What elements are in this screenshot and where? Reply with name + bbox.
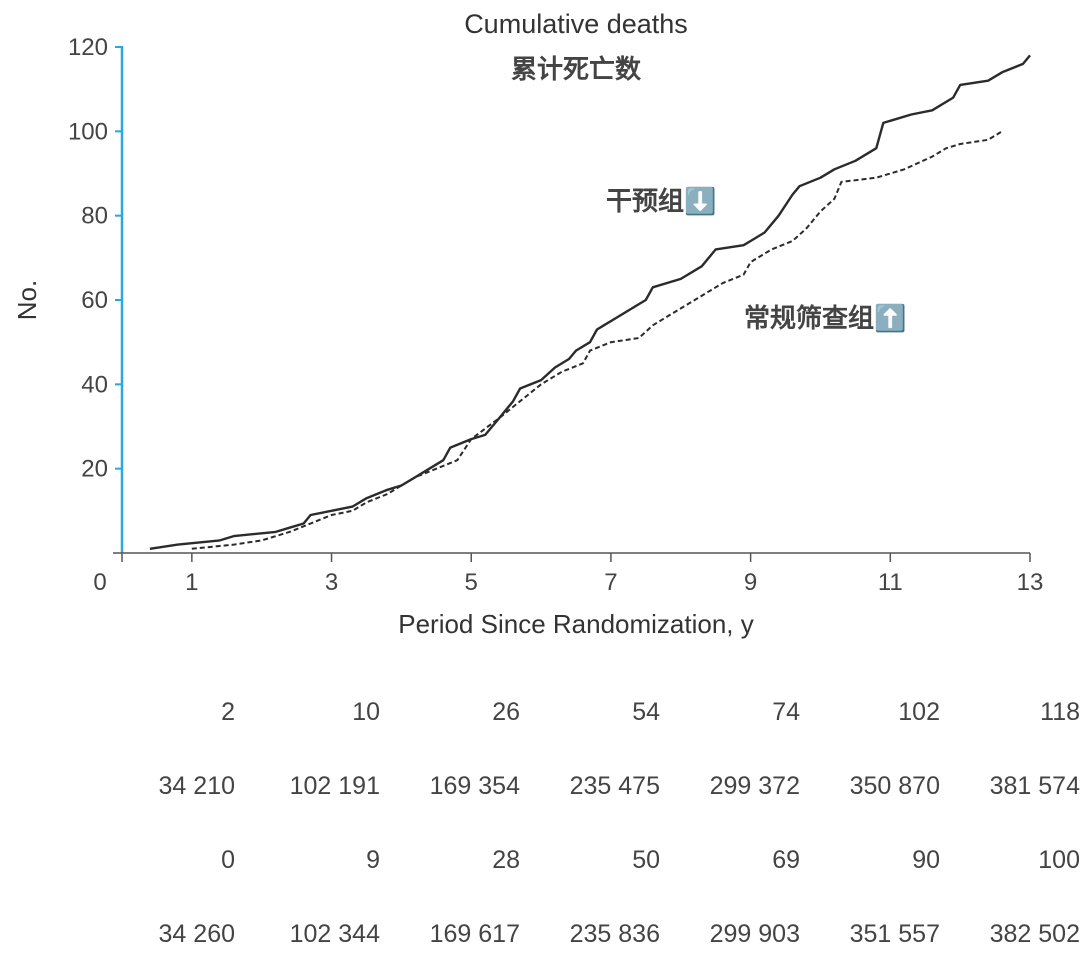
x-axis: 0 1 3 5 7 9 11 13 (93, 552, 1043, 596)
x-tick-label: 1 (185, 569, 198, 596)
table-cell: 28 (492, 846, 520, 874)
series-label-usual-screening: 常规筛查组⬆️ (744, 303, 906, 334)
table-cell: 350 870 (849, 772, 940, 800)
x-tick-label: 7 (604, 569, 617, 596)
series-layer (149, 54, 1031, 550)
usual-screening-person-years-row: 34 260 102 344 169 617 235 836 299 903 351 55… (0, 902, 1080, 976)
x-tick-label: 9 (744, 569, 757, 596)
x-tick-label: 11 (878, 569, 903, 596)
table-cell: 382 502 (989, 920, 1080, 948)
table-cell: 102 344 (289, 920, 380, 948)
table-cell: 169 617 (429, 920, 520, 948)
table-cell: 235 475 (569, 772, 660, 800)
x-tick-label: 13 (1017, 569, 1044, 596)
table-cell: 9 (366, 846, 380, 874)
series-line-usual-screening (191, 130, 1003, 550)
table-cell: 54 (632, 698, 660, 726)
y-tick-label: 100 (68, 118, 108, 145)
table-cell: 2 (221, 698, 235, 726)
table-cell: 90 (912, 846, 940, 874)
table-cell: 26 (492, 698, 520, 726)
table-cell: 0 (221, 846, 235, 874)
usual-screening-deaths-row: 0 9 28 50 69 90 100 (0, 828, 1080, 902)
y-tick-label: 20 (81, 456, 108, 483)
intervention-deaths-row: 2 10 26 54 74 102 118 (0, 680, 1080, 754)
table-cell: 69 (772, 846, 800, 874)
x-tick-label: 5 (465, 569, 478, 596)
table-cell: 10 (352, 698, 380, 726)
x-axis-label: Period Since Randomization, y (398, 609, 754, 639)
x-tick-label: 3 (325, 569, 338, 596)
table-cell: 169 354 (429, 772, 520, 800)
table-cell: 34 210 (158, 772, 235, 800)
chart-title: Cumulative deaths (464, 9, 688, 39)
series-label-intervention: 干预组⬇️ (606, 186, 716, 217)
y-ticks: 20 40 60 80 100 120 (68, 34, 122, 483)
table-cell: 102 (898, 698, 940, 726)
y-tick-label: 40 (81, 371, 108, 398)
chart-canvas: Cumulative deaths 累计死亡数 20 40 60 80 100 120 N… (12, 9, 1043, 639)
x-ticks: 0 1 3 5 7 9 11 13 (93, 553, 1043, 596)
y-tick-label: 60 (81, 287, 108, 314)
intervention-person-years-row: 34 210 102 191 169 354 235 475 299 372 350 87… (0, 754, 1080, 828)
table-cell: 235 836 (569, 920, 660, 948)
table-cell: 102 191 (289, 772, 380, 800)
y-axis-label: No. (12, 280, 42, 320)
table-cell: 100 (1038, 846, 1080, 874)
series-line-intervention (149, 54, 1031, 550)
y-tick-label: 120 (68, 34, 108, 61)
table-cell: 351 557 (849, 920, 940, 948)
table-cell: 118 (1040, 698, 1080, 726)
chart-subtitle: 累计死亡数 (511, 54, 642, 85)
table-cell: 381 574 (989, 772, 1080, 800)
number-at-risk-table: 2 10 26 54 74 102 118 34 210 102 191 169 354 235 … (0, 680, 1080, 976)
table-cell: 74 (772, 698, 800, 726)
table-cell: 299 372 (709, 772, 800, 800)
table-cell: 299 903 (709, 920, 800, 948)
x-tick-label: 0 (93, 569, 106, 596)
table-cell: 50 (632, 846, 660, 874)
y-axis: 20 40 60 80 100 120 (68, 34, 124, 553)
table-cell: 34 260 (158, 920, 235, 948)
y-tick-label: 80 (81, 203, 108, 230)
